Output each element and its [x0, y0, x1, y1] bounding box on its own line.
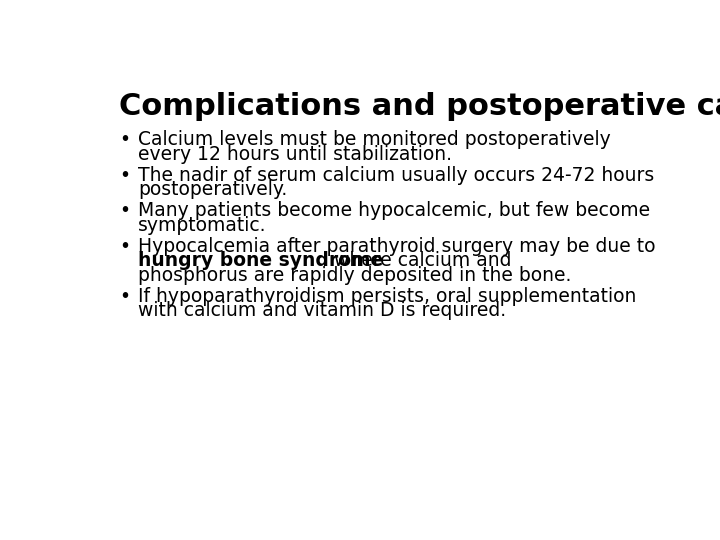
Text: Complications and postoperative care: Complications and postoperative care	[120, 92, 720, 121]
Text: hungry bone syndrome: hungry bone syndrome	[138, 251, 383, 270]
Text: •: •	[120, 166, 130, 185]
Text: with calcium and vitamin D is required.: with calcium and vitamin D is required.	[138, 301, 506, 320]
Text: •: •	[120, 201, 130, 220]
Text: •: •	[120, 287, 130, 306]
Text: every 12 hours until stabilization.: every 12 hours until stabilization.	[138, 145, 452, 164]
Text: The nadir of serum calcium usually occurs 24-72 hours: The nadir of serum calcium usually occur…	[138, 166, 654, 185]
Text: Hypocalcemia after parathyroid surgery may be due to: Hypocalcemia after parathyroid surgery m…	[138, 237, 655, 255]
Text: phosphorus are rapidly deposited in the bone.: phosphorus are rapidly deposited in the …	[138, 266, 572, 285]
Text: Calcium levels must be monitored postoperatively: Calcium levels must be monitored postope…	[138, 130, 611, 149]
Text: •: •	[120, 237, 130, 255]
Text: where calcium and: where calcium and	[328, 251, 512, 270]
Text: Many patients become hypocalcemic, but few become: Many patients become hypocalcemic, but f…	[138, 201, 650, 220]
Text: If hypoparathyroidism persists, oral supplementation: If hypoparathyroidism persists, oral sup…	[138, 287, 636, 306]
Text: symptomatic.: symptomatic.	[138, 215, 266, 235]
Text: postoperatively.: postoperatively.	[138, 180, 287, 199]
Text: •: •	[120, 130, 130, 149]
